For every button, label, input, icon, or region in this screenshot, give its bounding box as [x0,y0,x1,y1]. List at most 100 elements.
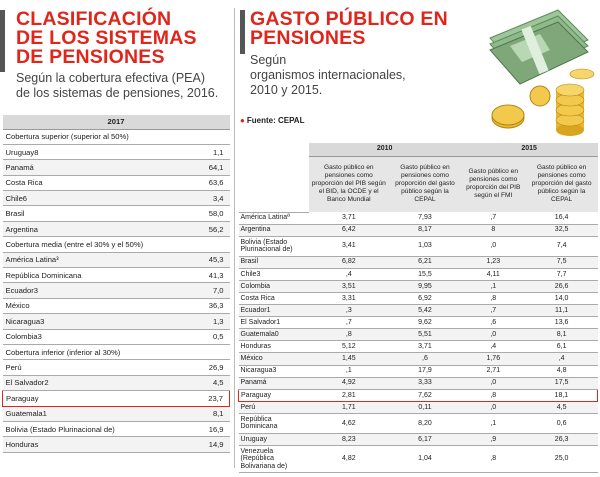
cell-value: 6,82 [308,256,390,269]
row-label: Brasil [2,205,180,222]
table-row: Guatemala1 8,1 [2,406,230,422]
table-row: Perú 1,71 0,11,0 4,5 [238,401,598,414]
left-subtitle: Según la cobertura efectiva (PEA) de los… [16,71,219,100]
table-row: Colombia3 0,5 [2,329,230,345]
cell-value: 3,41 [308,236,390,257]
row-label: Ecuador3 [2,282,180,299]
cell-value: 4,82 [308,445,390,473]
country-name: Panamá [238,377,309,390]
table-row: Costa Rica 3,31 6,92,8 14,0 [238,292,598,306]
table-row: Colombia 3,51 9,95,1 26,6 [238,280,598,293]
cell-value: ,1 [460,413,526,434]
coverage-table: 2017 Cobertura superior (superior al 50%… [2,115,230,453]
cell-value: ,8 [460,388,526,402]
cell-value: 7,62 [389,388,461,402]
row-label: Paraguay [2,390,180,407]
table-row: Brasil 6,82 6,21 1,23 7,5 [238,256,598,269]
table-row: República Dominicana 4,62 8,20,1 0,6 [238,413,598,434]
country-name: Chile3 [238,268,309,281]
country-name: América Latinaª [238,212,309,225]
row-value: 3,4 [179,190,230,207]
left-title: CLASIFICACIÓN DE LOS SISTEMAS DE PENSION… [16,8,197,68]
country-name: México [238,352,309,366]
cell-value: 3,31 [308,292,390,306]
cell-value: 16,4 [525,212,598,225]
row-value: 56,2 [179,221,230,238]
cell-value: ,4 [308,268,390,281]
cell-value: 13,6 [525,316,598,330]
table-row: Perú 26,9 [2,359,230,376]
cell-value: ,9 [460,433,526,447]
cell-value: 1,04 [389,445,461,473]
country-name: Honduras [238,340,309,354]
table-row: Venezuela (República Bolivariana de) 4,82… [238,445,598,473]
table-row: Costa Rica 63,6 [2,175,230,192]
cell-value: 1,03 [389,236,461,257]
column-divider [234,8,235,468]
row-label: Nicaragua3 [2,313,180,330]
row-value: 14,9 [179,436,230,453]
cell-value: 8 [460,224,526,237]
cell-value: ,0 [460,401,526,414]
row-value: 16,9 [179,421,230,438]
cell-value: 26,3 [525,433,598,447]
cell-value: 8,1 [525,328,598,342]
row-value: 45,3 [179,252,230,269]
country-name: Argentina [238,224,309,237]
row-value: 1,3 [179,313,230,330]
row-value: 26,9 [179,359,230,376]
cell-value: 14,0 [525,292,598,306]
cell-value: ,6 [460,316,526,330]
cell-value: 11,1 [525,304,598,318]
cell-value: 7,7 [525,268,598,281]
row-label: República Dominicana [2,267,180,284]
row-label: Cobertura superior (superior al 50%) [2,129,180,145]
country-name: El Salvador1 [238,316,309,330]
table-row: Panamá 64,1 [2,159,230,176]
cell-value: 6,17 [389,433,461,447]
table-row: El Salvador1,7 9,62,6 13,6 [238,316,598,330]
table-row: Bolivia (Estado Plurinacional de) 3,41 1,0… [238,236,598,257]
row-label: Cobertura media (entre el 30% y el 50%) [2,236,180,253]
row-label: Cobertura inferior (inferior al 30%) [2,344,180,361]
row-value [179,236,230,253]
cell-value: 6,42 [308,224,390,237]
country-name: Brasil [238,256,309,269]
source-note: ● Fuente: CEPAL [240,116,305,125]
row-value: 23,7 [179,390,230,407]
table-row: Ecuador3 7,0 [2,282,230,299]
row-value: 64,1 [179,159,230,176]
table-row: Argentina 6,42 8,17 8 32,5 [238,224,598,237]
cell-value: 6,1 [525,340,598,354]
row-label: Colombia3 [2,329,180,345]
cell-value: 3,71 [389,340,461,354]
bullet-icon: ● [240,116,245,125]
row-label: Guatemala1 [2,406,180,422]
row-label: Chile6 [2,190,180,207]
country-name: Perú [238,401,309,414]
cell-value: ,0 [460,377,526,390]
col-header-gasto-cepal-2015: Gasto público en pensiones como proporci… [525,156,598,212]
cell-value: ,7 [308,316,390,330]
cell-value: 8,20 [389,413,461,434]
table-row: América Latinaª 3,71 7,93,7 16,4 [238,212,598,225]
right-subtitle: Según organismos internacionales, 2010 y… [250,53,406,97]
cell-value: 6,92 [389,292,461,306]
cell-value: 7,4 [525,236,598,257]
cell-value: 7,93 [389,212,461,225]
cell-value: ,3 [308,304,390,318]
cell-value: 17,9 [389,365,461,378]
table-row: Paraguay 2,81 7,62,8 18,1 [238,388,598,402]
table-row: Argentina 56,2 [2,221,230,238]
cell-value: ,8 [308,328,390,342]
table-row: México 36,3 [2,298,230,315]
table-row: Uruguay8 1,1 [2,144,230,161]
cell-value: 9,95 [389,280,461,293]
table-row: México 1,45,6 1,76,4 [238,352,598,366]
cell-value: 5,42 [389,304,461,318]
table-row: América Latina³ 45,3 [2,252,230,269]
table-row: Honduras 5,12 3,71,4 6,1 [238,340,598,354]
country-name: Nicaragua3 [238,365,309,378]
table-row: Paraguay 23,7 [2,390,230,407]
row-value: 8,1 [179,406,230,422]
